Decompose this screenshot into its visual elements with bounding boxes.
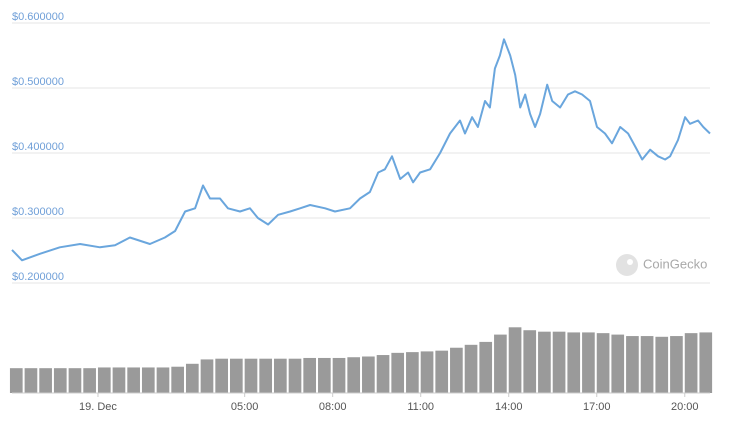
watermark: CoinGecko — [616, 254, 707, 276]
volume-bar — [552, 331, 566, 393]
y-tick-label: $0.200000 — [12, 271, 64, 283]
y-tick-label: $0.500000 — [12, 76, 64, 88]
volume-bar — [479, 341, 493, 393]
volume-bar — [288, 358, 302, 393]
x-tick-label: 19. Dec — [79, 401, 117, 413]
volume-bar — [244, 358, 258, 393]
volume-bar — [611, 334, 625, 393]
watermark-text: CoinGecko — [643, 256, 707, 271]
y-tick-label: $0.300000 — [12, 206, 64, 218]
volume-bar — [259, 358, 273, 393]
watermark-icon — [616, 254, 638, 276]
volume-bar — [626, 336, 639, 393]
volume-bar — [670, 336, 683, 393]
volume-bar — [332, 357, 346, 393]
y-tick-label: $0.600000 — [12, 11, 64, 23]
volume-bar — [318, 357, 331, 393]
volume-bar — [112, 367, 126, 393]
y-tick-label: $0.400000 — [12, 141, 64, 153]
volume-bar — [406, 352, 419, 393]
x-tick-label: 17:00 — [583, 401, 611, 413]
volume-bar — [156, 367, 170, 393]
watermark-icon-eye — [627, 259, 633, 265]
x-tick-label: 05:00 — [231, 401, 259, 413]
volume-bar — [464, 344, 478, 393]
volume-bar — [420, 351, 434, 393]
volume-bar — [68, 368, 82, 393]
volume-bar — [582, 332, 595, 393]
volume-bar — [347, 357, 361, 393]
volume-bar — [508, 327, 522, 393]
volume-bar — [494, 334, 507, 393]
volume-bar — [53, 368, 67, 393]
volume-bar — [97, 367, 111, 393]
x-tick-label: 11:00 — [407, 401, 434, 413]
volume-bar — [523, 330, 537, 393]
volume-bar — [9, 368, 23, 393]
volume-bar — [640, 336, 654, 393]
volume-bar — [376, 355, 390, 393]
volume-bar — [391, 352, 405, 393]
volume-bar — [567, 332, 581, 393]
volume-bar — [171, 366, 184, 393]
price-line — [11, 38, 711, 262]
volume-bars — [9, 327, 713, 393]
x-tick-label: 14:00 — [495, 401, 523, 413]
volume-bar — [274, 358, 287, 393]
volume-bar — [229, 358, 243, 393]
volume-bar — [538, 331, 551, 393]
volume-bar — [83, 368, 96, 393]
volume-bar — [596, 333, 610, 393]
volume-bar — [684, 333, 698, 393]
volume-bar — [435, 350, 449, 393]
volume-bar — [450, 347, 463, 393]
volume-bar — [215, 358, 228, 393]
volume-bar — [655, 336, 669, 393]
x-tick-label: 20:00 — [671, 401, 699, 413]
volume-bar — [362, 356, 375, 393]
x-tick-label: 08:00 — [319, 401, 347, 413]
volume-bar — [200, 359, 214, 393]
volume-bar — [39, 368, 52, 393]
volume-bar — [699, 332, 713, 393]
volume-bar — [127, 367, 140, 393]
volume-bar — [303, 357, 317, 393]
volume-bar — [24, 368, 38, 393]
volume-bar — [185, 363, 199, 393]
volume-bar — [141, 367, 155, 393]
